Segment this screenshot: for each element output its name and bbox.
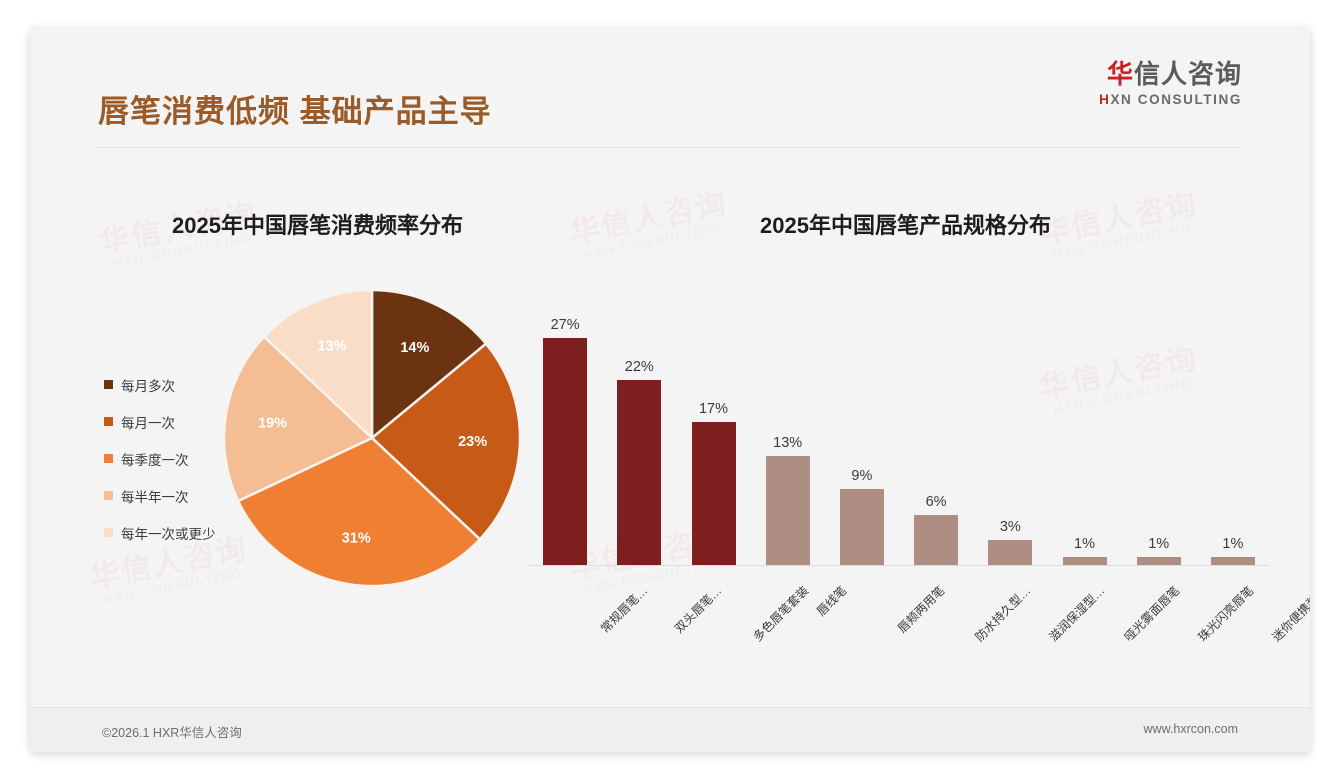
bar-x-axis-label: 多色唇笔套装 [750,583,811,645]
slide-footer: ©2026.1 HXR华信人咨询 www.hxrcon.com [30,707,1310,752]
footer-copyright: ©2026.1 HXR华信人咨询 [102,726,242,740]
bar-chart-baseline [528,565,1270,566]
bar-rect[interactable] [1210,556,1255,565]
bar-column[interactable]: 1% [1136,535,1181,565]
watermark-cn-text: 华信人咨询 [567,187,731,251]
company-logo: 华信人咨询 HXN CONSULTING [1099,60,1242,107]
logo-cn-red: 华 [1106,59,1134,89]
pie-slice-value-label: 14% [400,340,429,356]
pie-slice[interactable] [370,341,522,542]
bar-rect[interactable] [914,514,959,565]
pie-slice[interactable] [222,334,375,503]
pie-slice[interactable] [236,436,482,588]
bar-x-axis-label: 迷你便携装… [1269,583,1310,645]
logo-en-text: HXN CONSULTING [1099,92,1242,107]
bar-value-label: 1% [1148,535,1170,552]
page-title: 唇笔消费低频 基础产品主导 [98,94,492,129]
bar-x-axis-label: 珠光闪亮唇笔 [1195,583,1257,645]
slide-card: 华信人咨询 HXN CONSULTING 华信人咨询 HXN CONSULTIN… [30,28,1310,752]
pie-slice[interactable] [370,288,488,441]
bar-chart-plot: 27% 常规唇笔… 22% 双头唇笔… 17% 多色唇笔套装 13% 唇线笔 9% 唇颊两用笔 6%… [528,274,1310,644]
logo-en-red: H [1099,91,1111,107]
footer-website[interactable]: www.hxrcon.com [1143,722,1238,736]
logo-cn-text: 华信人咨询 [1099,60,1242,89]
legend-item-label: 每年一次或更少 [121,526,216,542]
bar-rect[interactable] [1062,556,1107,565]
bar-column[interactable]: 1% [1062,535,1107,565]
bar-rect[interactable] [765,455,810,565]
bar-value-label: 1% [1074,535,1095,552]
legend-swatch-icon [104,528,113,537]
pie-chart-svg: 14% 23% 31% 19% 13% [222,288,522,588]
bar-column[interactable]: 3% [988,518,1033,565]
bar-x-axis-label: 防水持久型… [972,583,1034,645]
bar-value-label: 13% [773,434,803,451]
bar-rect[interactable] [1136,556,1181,565]
bar-value-label: 1% [1222,535,1244,552]
bar-value-label: 3% [999,518,1021,535]
bar-x-axis-label: 常规唇笔… [598,583,651,636]
bar-value-label: 9% [851,468,873,485]
bar-column[interactable]: 17% [691,401,736,565]
legend-item-label: 每半年一次 [121,489,189,505]
bar-chart-title: 2025年中国唇笔产品规格分布 [760,213,1051,238]
watermark-en-text: HXN CONSULTING [581,219,725,261]
bar-value-label: 17% [698,401,729,418]
pie-chart-title: 2025年中国唇笔消费频率分布 [172,213,463,238]
legend-item-label: 每季度一次 [121,452,189,468]
bar-value-label: 27% [550,317,580,334]
logo-en-rest: XN CONSULTING [1110,91,1242,107]
watermark-cn-text: 华信人咨询 [1037,187,1201,251]
bar-column[interactable]: 1% [1210,535,1255,565]
logo-cn-rest: 信人咨询 [1133,59,1242,89]
legend-item[interactable]: 每季度一次 [104,440,264,477]
legend-item-label: 每月一次 [121,415,175,431]
pie-slice-value-label: 19% [258,415,287,431]
bar-rect[interactable] [543,338,588,565]
watermark: 华信人咨询 HXN CONSULTING [567,187,732,262]
pie-slice-value-label: 13% [318,339,347,355]
pie-chart: 14% 23% 31% 19% 13% [222,288,522,588]
pie-slice[interactable] [262,288,374,441]
bar-column[interactable]: 6% [914,493,959,565]
bar-x-axis-label: 唇颊两用笔 [894,583,948,636]
bar-column[interactable]: 22% [617,359,662,565]
bar-column[interactable]: 9% [839,468,884,565]
bar-column[interactable]: 27% [543,317,588,565]
header-divider [98,147,1242,148]
bar-x-axis-label: 滋润保湿型… [1046,583,1108,645]
legend-item[interactable]: 每半年一次 [104,477,264,514]
pie-slice-value-label: 31% [342,530,371,546]
pie-legend: 每月多次每月一次每季度一次每半年一次每年一次或更少 [104,366,264,551]
legend-swatch-icon [104,454,113,463]
bar-rect[interactable] [839,489,884,565]
bar-rect[interactable] [617,380,662,565]
bar-column[interactable]: 13% [765,434,810,565]
pie-chart-panel: 每月多次每月一次每季度一次每半年一次每年一次或更少 14% 23% 31% 19% 13… [90,268,560,608]
legend-item[interactable]: 每月多次 [104,366,264,403]
pie-slice-value-label: 23% [458,434,487,450]
bar-x-axis-label: 唇线笔 [813,583,850,619]
bar-chart-panel: 27% 常规唇笔… 22% 双头唇笔… 17% 多色唇笔套装 13% 唇线笔 9% 唇颊两用笔 6%… [500,264,1310,664]
legend-item[interactable]: 每年一次或更少 [104,514,264,551]
legend-swatch-icon [104,380,113,389]
legend-item-label: 每月多次 [121,378,175,394]
bar-value-label: 22% [624,359,654,376]
legend-item[interactable]: 每月一次 [104,403,264,440]
slide-header: 唇笔消费低频 基础产品主导 华信人咨询 HXN CONSULTING [30,28,1310,129]
legend-swatch-icon [104,417,113,426]
legend-swatch-icon [104,491,113,500]
bar-rect[interactable] [691,422,736,565]
bar-value-label: 6% [925,493,947,510]
watermark: 华信人咨询 HXN CONSULTING [1037,187,1202,262]
bar-x-axis-label: 双头唇笔… [672,583,725,636]
bar-rect[interactable] [988,539,1033,565]
watermark-en-text: HXN CONSULTING [1051,219,1195,261]
bar-x-axis-label: 哑光雾面唇笔 [1121,583,1182,645]
